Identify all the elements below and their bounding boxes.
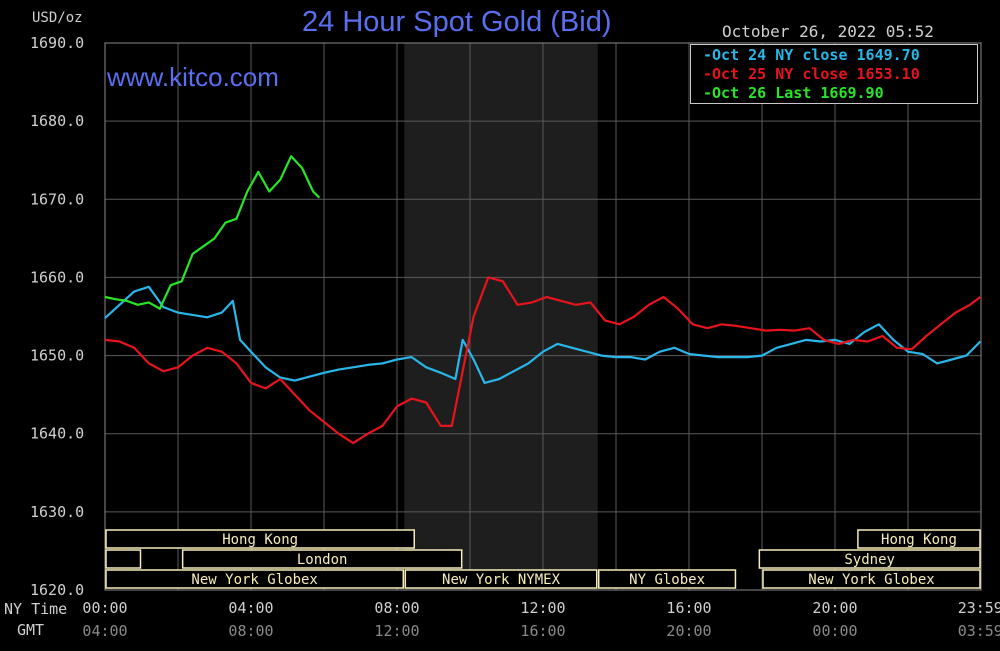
x-tick-label-ny: 23:59 [958, 599, 1000, 617]
trading-sessions: Hong Kong Hong Kong London Sydney New York G… [105, 529, 981, 589]
x-tick-label-ny: 04:00 [228, 599, 273, 617]
legend: -Oct 24 NY close 1649.70 -Oct 25 NY clos… [690, 44, 978, 104]
x-tick-label-gmt: 00:00 [812, 622, 857, 640]
session-ny-nymex-bar [404, 569, 598, 589]
chart-grid [104, 42, 982, 591]
legend-entry-oct25: -Oct 25 NY close 1653.10 [703, 65, 920, 83]
series-line-oct-26 [104, 155, 321, 310]
session-hong-kong-2-label: Hong Kong [881, 532, 957, 548]
session-ny-globex-1-label: New York Globex [191, 572, 317, 588]
axes: 1690.0 1680.0 1670.0 1660.0 1650.0 1640.0 1630… [30, 34, 1000, 640]
y-tick-label: 1650.0 [30, 347, 84, 365]
ny-time-row-label: NY Time [4, 600, 68, 618]
x-tick-label-gmt: 03:59 [958, 622, 1000, 640]
x-tick-label-gmt: 16:00 [520, 622, 565, 640]
x-tick-label-gmt: 08:00 [228, 622, 273, 640]
y-tick-label: 1690.0 [30, 34, 84, 52]
y-tick-label: 1680.0 [30, 112, 84, 130]
session-ny-nymex-label: New York NYMEX [442, 572, 561, 588]
x-tick-label-gmt: 04:00 [82, 622, 127, 640]
session-ny-globex-3-bar [762, 569, 981, 589]
session-ny-globex-1-bar [105, 569, 405, 589]
session-ny-globex-3-label: New York Globex [808, 572, 934, 588]
y-tick-label: 1660.0 [30, 268, 84, 286]
legend-entry-oct24: -Oct 24 NY close 1649.70 [703, 46, 920, 64]
x-tick-label-ny: 16:00 [666, 599, 711, 617]
legend-text-oct25: Oct 25 NY close 1653.10 [712, 65, 920, 83]
session-hong-kong-1-bar [105, 529, 415, 549]
y-tick-label: 1640.0 [30, 425, 84, 443]
y-tick-label: 1630.0 [30, 503, 84, 521]
session-sydney-label: Sydney [844, 552, 895, 568]
x-tick-label-ny: 08:00 [374, 599, 419, 617]
plot-frame [104, 42, 982, 591]
session-sydney-bar [758, 549, 981, 569]
session-hong-kong-1-label: Hong Kong [222, 532, 298, 548]
y-tick-label: 1620.0 [30, 581, 84, 599]
session-ny-globex-2-label: NY Globex [629, 572, 705, 588]
x-tick-label-gmt: 20:00 [666, 622, 711, 640]
price-series [104, 155, 982, 445]
x-tick-label-gmt: 12:00 [374, 622, 419, 640]
series-line-oct-24 [104, 285, 982, 384]
watermark-url: www.kitco.com [107, 62, 279, 92]
session-london-label: London [297, 552, 348, 568]
chart-title: 24 Hour Spot Gold (Bid) [302, 6, 612, 38]
session-spacer [715, 550, 757, 568]
nymex-shaded-region [404, 43, 598, 590]
legend-text-oct26: Oct 26 Last 1669.90 [712, 84, 884, 102]
series-line-oct-25 [104, 276, 981, 445]
x-tick-label-ny: 20:00 [812, 599, 857, 617]
gmt-row-label: GMT [17, 621, 45, 639]
x-tick-label-ny: 00:00 [82, 599, 127, 617]
legend-text-oct24: Oct 24 NY close 1649.70 [712, 46, 920, 64]
x-tick-label-ny: 12:00 [520, 599, 565, 617]
shaded-region [404, 43, 598, 590]
session-london-bar [181, 549, 463, 569]
session-stub-bar [105, 549, 142, 569]
unit-label: USD/oz [32, 10, 83, 26]
session-ny-globex-2-bar [598, 569, 737, 589]
timestamp: October 26, 2022 05:52 [722, 22, 934, 41]
session-hong-kong-2-bar [857, 529, 981, 549]
legend-entry-oct26: -Oct 26 Last 1669.90 [703, 84, 884, 102]
y-tick-label: 1670.0 [30, 190, 84, 208]
